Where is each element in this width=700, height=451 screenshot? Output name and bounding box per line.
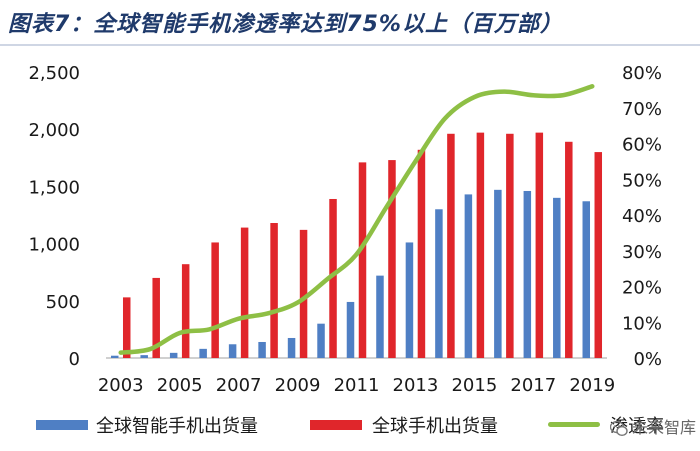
phone-bar bbox=[329, 198, 337, 358]
wechat-icon bbox=[609, 420, 628, 436]
legend-swatch bbox=[548, 422, 600, 427]
phone-bar bbox=[417, 149, 426, 358]
phone-bar bbox=[565, 141, 573, 358]
y-left-tick-label: 1,000 bbox=[28, 235, 80, 256]
smartphone-bar bbox=[435, 209, 443, 358]
penetration-rate-line bbox=[118, 84, 595, 355]
chart-axes: 0 500 1,000 1,500 2,000 2,500 0% 10% 20% 30% 40% 50… bbox=[28, 63, 662, 396]
legend-swatch bbox=[310, 420, 362, 430]
y-right-tick-label: 70% bbox=[622, 99, 662, 120]
phone-bar bbox=[181, 264, 190, 358]
legend-swatch bbox=[36, 420, 88, 430]
y-right-tick-label: 30% bbox=[622, 242, 662, 263]
y-right-tick-label: 50% bbox=[622, 170, 662, 191]
y-left-tick-label: 2,000 bbox=[28, 120, 80, 141]
x-tick-label: 2009 bbox=[275, 375, 321, 396]
x-tick-label: 2019 bbox=[569, 375, 615, 396]
smartphone-bar bbox=[553, 197, 561, 358]
smartphone-bar bbox=[376, 275, 384, 358]
chart-header: 图表7：全球智能手机渗透率达到75%以上（百万部） bbox=[0, 0, 700, 46]
phone-bar bbox=[122, 297, 131, 358]
smartphone-bar bbox=[140, 355, 148, 358]
y-left-tick-label: 2,500 bbox=[28, 63, 80, 84]
x-tick-label: 2015 bbox=[451, 375, 497, 396]
smartphone-bar bbox=[405, 242, 414, 358]
chart-title: 图表7：全球智能手机渗透率达到75%以上（百万部） bbox=[8, 12, 563, 37]
phone-bar bbox=[152, 277, 160, 358]
phone-bar bbox=[535, 132, 544, 358]
chart-legend: 全球智能手机出货量 全球手机出货量 渗透率 bbox=[0, 412, 700, 451]
x-tick-label: 2013 bbox=[393, 375, 439, 396]
y-left-tick-label: 500 bbox=[46, 292, 80, 313]
phone-bar bbox=[476, 132, 485, 358]
y-left-tick-label: 1,500 bbox=[28, 177, 80, 198]
smartphone-bar bbox=[110, 355, 119, 358]
phone-bar bbox=[358, 162, 367, 358]
smartphone-bar bbox=[523, 190, 532, 358]
y-right-tick-label: 40% bbox=[622, 206, 662, 227]
smartphone-bar bbox=[582, 201, 591, 358]
smartphone-bar bbox=[199, 348, 207, 358]
smartphone-bar bbox=[287, 337, 296, 358]
smartphone-bar bbox=[346, 301, 355, 358]
legend-label: 全球手机出货量 bbox=[372, 416, 498, 437]
x-tick-label: 2017 bbox=[510, 375, 556, 396]
x-tick-label: 2011 bbox=[334, 375, 380, 396]
smartphone-bar bbox=[317, 323, 325, 358]
x-tick-label: 2007 bbox=[216, 375, 262, 396]
phone-bar bbox=[270, 223, 278, 358]
chart-bars bbox=[110, 132, 603, 358]
smartphone-bar bbox=[258, 341, 266, 358]
watermark: 未来智库 bbox=[609, 414, 696, 438]
y-right-tick-label: 0% bbox=[633, 349, 662, 370]
smartphone-bar bbox=[464, 194, 473, 358]
chart-line bbox=[118, 84, 595, 355]
watermark-text: 未来智库 bbox=[631, 418, 696, 437]
x-tick-label: 2005 bbox=[157, 375, 203, 396]
y-left-tick-label: 0 bbox=[69, 349, 80, 370]
y-right-tick-label: 60% bbox=[622, 135, 662, 156]
phone-bar bbox=[299, 229, 308, 358]
y-right-tick-label: 20% bbox=[622, 278, 662, 299]
legend-label: 全球智能手机出货量 bbox=[96, 416, 258, 437]
smartphone-bar bbox=[228, 344, 237, 358]
phone-bar bbox=[211, 242, 219, 358]
phone-bar bbox=[388, 160, 396, 358]
phone-bar bbox=[506, 133, 514, 358]
phone-bar bbox=[447, 133, 455, 358]
y-right-tick-label: 10% bbox=[622, 313, 662, 334]
smartphone-bar bbox=[494, 189, 502, 358]
y-right-tick-label: 80% bbox=[622, 63, 662, 84]
phone-bar bbox=[594, 152, 603, 358]
x-tick-label: 2003 bbox=[98, 375, 144, 396]
phone-bar bbox=[240, 227, 249, 358]
smartphone-bar bbox=[169, 352, 178, 358]
chart: 0 500 1,000 1,500 2,000 2,500 0% 10% 20% 30% 40% 50… bbox=[28, 63, 662, 396]
